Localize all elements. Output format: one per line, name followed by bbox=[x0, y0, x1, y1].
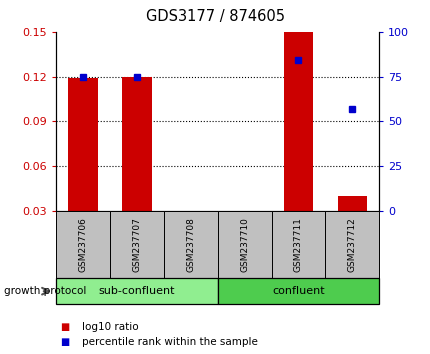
Text: ■: ■ bbox=[60, 322, 69, 332]
Text: GSM237710: GSM237710 bbox=[240, 217, 249, 272]
Text: ■: ■ bbox=[60, 337, 69, 347]
Text: growth protocol: growth protocol bbox=[4, 286, 86, 296]
Text: sub-confluent: sub-confluent bbox=[98, 286, 175, 296]
Text: GSM237712: GSM237712 bbox=[347, 217, 356, 272]
Bar bbox=[337, 196, 366, 211]
Text: GDS3177 / 874605: GDS3177 / 874605 bbox=[146, 9, 284, 24]
Text: GSM237711: GSM237711 bbox=[293, 217, 302, 272]
Text: GSM237706: GSM237706 bbox=[78, 217, 87, 272]
Bar bbox=[283, 32, 313, 211]
Text: GSM237708: GSM237708 bbox=[186, 217, 195, 272]
Text: percentile rank within the sample: percentile rank within the sample bbox=[82, 337, 257, 347]
Bar bbox=[68, 78, 98, 211]
Bar bbox=[122, 76, 151, 211]
Text: GSM237707: GSM237707 bbox=[132, 217, 141, 272]
Text: log10 ratio: log10 ratio bbox=[82, 322, 138, 332]
Text: confluent: confluent bbox=[271, 286, 324, 296]
